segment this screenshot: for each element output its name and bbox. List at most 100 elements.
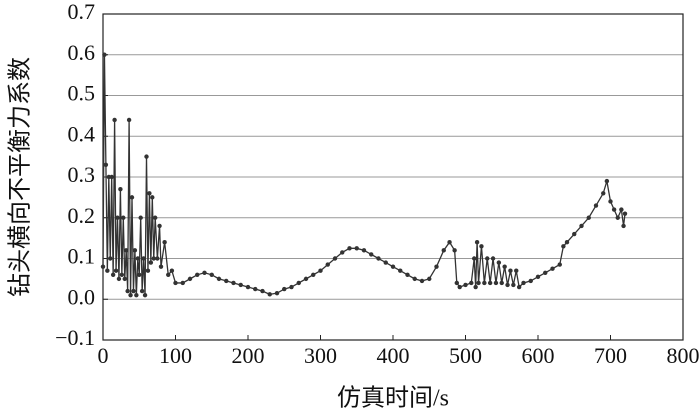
x-tick-label: 100 xyxy=(159,343,192,368)
data-point xyxy=(325,262,330,267)
data-point xyxy=(469,280,474,286)
data-point xyxy=(528,278,533,284)
data-point xyxy=(195,272,200,277)
data-point xyxy=(148,260,154,265)
data-point xyxy=(557,262,562,267)
data-point xyxy=(608,199,613,204)
data-point xyxy=(390,264,396,269)
data-point xyxy=(187,276,193,282)
data-line xyxy=(102,54,626,296)
data-point xyxy=(376,256,381,261)
data-point xyxy=(427,276,432,282)
data-point xyxy=(511,282,516,288)
data-point xyxy=(434,264,439,269)
data-point xyxy=(521,280,526,286)
data-point xyxy=(147,191,152,196)
data-point xyxy=(180,280,185,286)
data-point xyxy=(169,268,175,273)
data-point xyxy=(485,256,490,261)
data-point xyxy=(231,280,236,286)
data-point xyxy=(108,256,113,261)
data-point xyxy=(493,280,499,286)
y-tick-label: 0.7 xyxy=(68,0,96,24)
data-point xyxy=(224,278,229,284)
data-point xyxy=(137,272,142,277)
x-tick-label: 600 xyxy=(522,343,555,368)
data-point xyxy=(514,268,519,273)
data-point xyxy=(543,270,548,275)
data-point xyxy=(454,280,459,286)
data-point xyxy=(100,264,106,269)
data-point xyxy=(354,246,359,251)
data-point xyxy=(141,256,146,261)
data-point xyxy=(564,240,570,245)
data-point xyxy=(116,276,122,282)
data-point xyxy=(398,268,403,273)
data-point xyxy=(119,272,125,277)
data-point xyxy=(615,215,620,220)
data-point xyxy=(129,195,135,200)
data-point xyxy=(151,256,156,261)
data-point xyxy=(452,248,457,253)
data-point xyxy=(340,250,345,255)
data-point xyxy=(447,240,452,245)
data-point xyxy=(561,244,566,249)
data-point xyxy=(132,248,138,253)
data-point xyxy=(245,284,251,290)
data-point xyxy=(125,288,130,294)
y-tick-label: 0.2 xyxy=(68,203,96,228)
data-point xyxy=(128,292,133,298)
data-point xyxy=(419,278,425,284)
data-point xyxy=(383,260,388,265)
data-point xyxy=(209,272,214,277)
data-point xyxy=(405,272,410,277)
data-point xyxy=(145,268,151,273)
data-point xyxy=(282,286,287,292)
data-point xyxy=(102,52,107,57)
data-point xyxy=(535,274,541,280)
data-point xyxy=(155,256,160,261)
data-point xyxy=(619,207,624,212)
data-point xyxy=(412,276,417,282)
data-point xyxy=(150,195,155,200)
data-point xyxy=(496,260,502,265)
data-point xyxy=(158,264,164,269)
x-axis-label: 仿真时间/s xyxy=(337,385,449,412)
data-point xyxy=(502,264,507,269)
data-point xyxy=(109,174,114,180)
x-tick-label: 300 xyxy=(304,343,337,368)
data-point xyxy=(361,248,367,253)
y-tick-label: 0.0 xyxy=(68,284,96,309)
data-point xyxy=(267,292,272,297)
data-point xyxy=(369,252,374,257)
data-point xyxy=(621,223,626,229)
data-point xyxy=(579,223,584,229)
data-point xyxy=(479,244,484,249)
x-tick-label: 500 xyxy=(449,343,482,368)
data-point xyxy=(303,276,309,282)
data-point xyxy=(505,282,510,288)
y-tick-label: 0.4 xyxy=(68,121,96,146)
data-point xyxy=(472,256,477,261)
data-point xyxy=(121,215,126,220)
data-point xyxy=(499,280,504,286)
data-point xyxy=(142,292,148,298)
data-point xyxy=(115,215,120,220)
data-point xyxy=(487,280,493,286)
data-point xyxy=(124,248,129,253)
x-tick-label: 800 xyxy=(667,343,700,368)
y-tick-label: 0.5 xyxy=(68,81,96,106)
y-tick-label: 0.6 xyxy=(68,40,96,65)
data-point xyxy=(601,191,606,196)
data-point xyxy=(113,268,119,273)
data-point xyxy=(260,288,265,294)
data-point xyxy=(126,117,132,123)
y-tick-label: 0.1 xyxy=(68,244,96,269)
data-point xyxy=(508,268,513,273)
data-point xyxy=(604,178,610,184)
data-point xyxy=(157,223,162,229)
data-point xyxy=(611,207,617,212)
data-point xyxy=(289,284,294,290)
data-point xyxy=(105,268,110,273)
data-point xyxy=(550,266,555,271)
